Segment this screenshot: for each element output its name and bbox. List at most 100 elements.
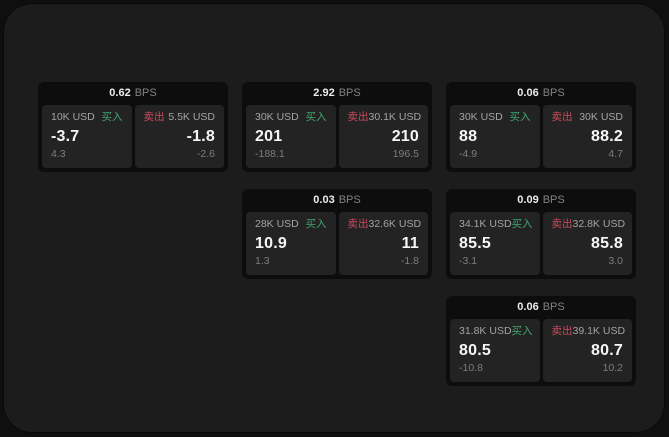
card-header: 0.06 BPS	[446, 296, 636, 318]
bps-unit: BPS	[338, 194, 361, 206]
buy-amount-label: 34.1K USD	[459, 218, 512, 230]
sell-value: 85.8	[591, 234, 623, 252]
buy-pane[interactable]: 28K USD 买入 10.9 1.3	[246, 212, 336, 275]
sell-pane[interactable]: 卖出 39.1K USD 80.7 10.2	[542, 319, 632, 382]
buy-pane[interactable]: 31.8K USD 买入 80.5 -10.8	[450, 319, 540, 382]
bps-unit: BPS	[542, 301, 565, 313]
pane-top-row: 34.1K USD 买入	[459, 218, 533, 231]
buy-delta: -3.1	[459, 255, 478, 267]
sell-pane[interactable]: 卖出 5.5K USD -1.8 -2.6	[134, 105, 224, 168]
buy-amount-label: 30K USD	[459, 111, 503, 123]
sell-value: 80.7	[591, 341, 623, 359]
sell-delta: 3.0	[608, 255, 623, 267]
sell-delta: 196.5	[392, 148, 419, 160]
bps-value: 0.09	[517, 194, 539, 206]
sell-value: 88.2	[591, 127, 623, 145]
card-body: 34.1K USD 买入 85.5 -3.1 卖出 32.8K USD 85.8…	[446, 211, 636, 279]
bps-value: 0.03	[313, 194, 335, 206]
sell-amount-label: 5.5K USD	[168, 111, 215, 123]
buy-delta: 1.3	[255, 255, 270, 267]
sell-delta: -2.6	[196, 148, 215, 160]
pane-top-row: 31.8K USD 买入	[459, 325, 533, 338]
card-body: 28K USD 买入 10.9 1.3 卖出 32.6K USD 11 -1.8	[242, 211, 432, 279]
card-body: 10K USD 买入 -3.7 4.3 卖出 5.5K USD -1.8 -2.…	[38, 104, 228, 172]
card-header: 2.92 BPS	[242, 82, 432, 104]
buy-pane[interactable]: 30K USD 买入 201 -188.1	[246, 105, 336, 168]
bps-unit: BPS	[542, 87, 565, 99]
sell-delta: 10.2	[602, 362, 623, 374]
sell-pane[interactable]: 卖出 32.8K USD 85.8 3.0	[542, 212, 632, 275]
buy-side-label: 买入	[101, 111, 123, 123]
sell-side-label: 卖出	[551, 325, 573, 337]
card-body: 30K USD 买入 201 -188.1 卖出 30.1K USD 210 1…	[242, 104, 432, 172]
bps-value: 2.92	[313, 87, 335, 99]
sell-amount-label: 32.8K USD	[572, 218, 626, 230]
pane-top-row: 卖出 39.1K USD	[551, 325, 626, 338]
bps-unit: BPS	[134, 87, 157, 99]
bps-unit: BPS	[542, 194, 565, 206]
buy-value: 80.5	[459, 341, 491, 359]
sell-amount-label: 39.1K USD	[572, 325, 626, 337]
buy-side-label: 买入	[305, 111, 327, 123]
buy-value: 201	[255, 127, 283, 145]
pane-top-row: 卖出 32.6K USD	[347, 218, 422, 231]
card-body: 30K USD 买入 88 -4.9 卖出 30K USD 88.2 4.7	[446, 104, 636, 172]
sell-value: 210	[391, 127, 419, 145]
bps-value: 0.06	[517, 301, 539, 313]
buy-value: 88	[459, 127, 478, 145]
buy-side-label: 买入	[511, 325, 533, 337]
quote-card-2: 2.92 BPS 30K USD 买入 201 -188.1 卖出 30.1K …	[242, 82, 432, 172]
sell-pane[interactable]: 卖出 30K USD 88.2 4.7	[542, 105, 632, 168]
bps-value: 0.62	[109, 87, 131, 99]
buy-value: 10.9	[255, 234, 287, 252]
sell-amount-label: 32.6K USD	[368, 218, 422, 230]
quote-cards-grid: 0.62 BPS 10K USD 买入 -3.7 4.3 卖出 5.5K USD	[38, 82, 636, 386]
pane-top-row: 30K USD 买入	[255, 111, 327, 124]
buy-amount-label: 30K USD	[255, 111, 299, 123]
pane-top-row: 卖出 30.1K USD	[347, 111, 422, 124]
sell-side-label: 卖出	[551, 111, 573, 123]
buy-pane[interactable]: 34.1K USD 买入 85.5 -3.1	[450, 212, 540, 275]
bps-unit: BPS	[338, 87, 361, 99]
sell-side-label: 卖出	[551, 218, 573, 230]
buy-delta: -4.9	[459, 148, 478, 160]
sell-side-label: 卖出	[347, 218, 369, 230]
buy-amount-label: 10K USD	[51, 111, 95, 123]
sell-value: -1.8	[186, 127, 215, 145]
buy-pane[interactable]: 30K USD 买入 88 -4.9	[450, 105, 540, 168]
card-body: 31.8K USD 买入 80.5 -10.8 卖出 39.1K USD 80.…	[446, 318, 636, 386]
quote-card-5: 0.09 BPS 34.1K USD 买入 85.5 -3.1 卖出 32.8K…	[446, 189, 636, 279]
sell-pane[interactable]: 卖出 30.1K USD 210 196.5	[338, 105, 428, 168]
quote-card-3: 0.06 BPS 30K USD 买入 88 -4.9 卖出 30K USD	[446, 82, 636, 172]
quote-card-6: 0.06 BPS 31.8K USD 买入 80.5 -10.8 卖出 39.1…	[446, 296, 636, 386]
sell-amount-label: 30K USD	[579, 111, 623, 123]
bps-value: 0.06	[517, 87, 539, 99]
app-panel: 0.62 BPS 10K USD 买入 -3.7 4.3 卖出 5.5K USD	[4, 4, 664, 432]
card-header: 0.09 BPS	[446, 189, 636, 211]
card-header: 0.06 BPS	[446, 82, 636, 104]
card-header: 0.03 BPS	[242, 189, 432, 211]
card-header: 0.62 BPS	[38, 82, 228, 104]
pane-top-row: 卖出 30K USD	[552, 111, 624, 124]
sell-value: 11	[401, 234, 419, 252]
pane-top-row: 卖出 5.5K USD	[144, 111, 216, 124]
buy-side-label: 买入	[509, 111, 531, 123]
buy-amount-label: 31.8K USD	[459, 325, 512, 337]
buy-side-label: 买入	[511, 218, 533, 230]
sell-delta: 4.7	[608, 148, 623, 160]
buy-value: -3.7	[51, 127, 80, 145]
buy-pane[interactable]: 10K USD 买入 -3.7 4.3	[42, 105, 132, 168]
buy-amount-label: 28K USD	[255, 218, 299, 230]
buy-value: 85.5	[459, 234, 491, 252]
buy-side-label: 买入	[305, 218, 327, 230]
buy-delta: -188.1	[255, 148, 285, 160]
sell-pane[interactable]: 卖出 32.6K USD 11 -1.8	[338, 212, 428, 275]
sell-delta: -1.8	[400, 255, 419, 267]
sell-side-label: 卖出	[347, 111, 369, 123]
buy-delta: -10.8	[459, 362, 483, 374]
pane-top-row: 30K USD 买入	[459, 111, 531, 124]
pane-top-row: 10K USD 买入	[51, 111, 123, 124]
quote-card-4: 0.03 BPS 28K USD 买入 10.9 1.3 卖出 32.6K US…	[242, 189, 432, 279]
pane-top-row: 卖出 32.8K USD	[551, 218, 626, 231]
sell-side-label: 卖出	[143, 111, 165, 123]
